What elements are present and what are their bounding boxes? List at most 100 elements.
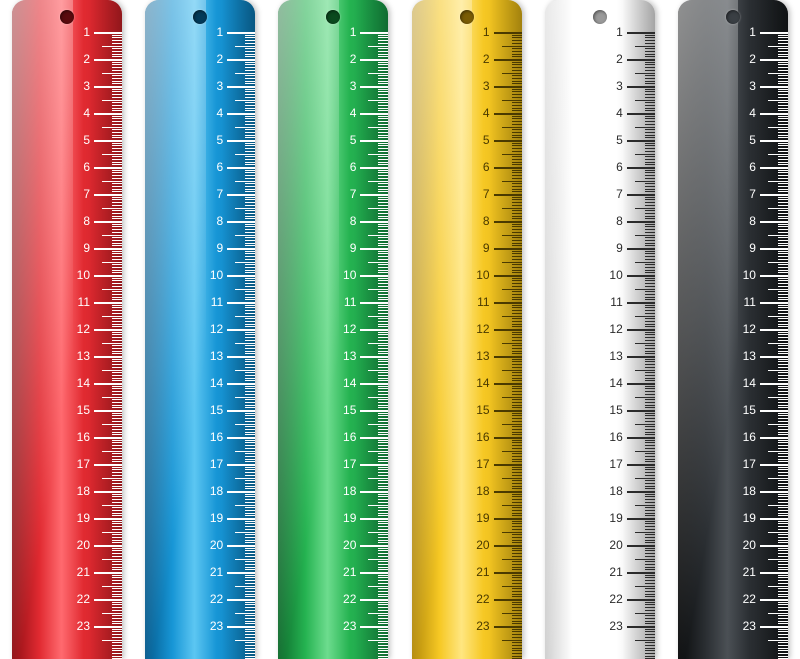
tick-minor xyxy=(378,56,388,57)
tick-minor xyxy=(245,623,255,624)
tick-minor xyxy=(112,197,122,198)
tick-minor xyxy=(112,367,122,368)
tick-minor xyxy=(512,577,522,578)
tick-minor xyxy=(378,62,388,63)
tick-minor xyxy=(245,280,255,281)
tick-minor xyxy=(645,496,655,497)
tick-minor xyxy=(245,367,255,368)
tick-major xyxy=(494,572,522,574)
tick-minor xyxy=(112,70,122,71)
tick-minor xyxy=(645,283,655,284)
tick-minor xyxy=(112,156,122,157)
tick-minor xyxy=(778,213,788,214)
tick-minor xyxy=(112,631,122,632)
tick-minor xyxy=(378,372,388,373)
tick-major xyxy=(760,275,788,277)
tick-minor xyxy=(778,618,788,619)
tick-minor xyxy=(112,313,122,314)
tick-major xyxy=(627,194,655,196)
tick-minor xyxy=(645,591,655,592)
tick-minor xyxy=(112,97,122,98)
tick-minor xyxy=(645,151,655,152)
tick-major xyxy=(494,356,522,358)
tick-minor xyxy=(112,116,122,117)
tick-half xyxy=(502,235,522,236)
tick-minor xyxy=(245,650,255,651)
tick-minor xyxy=(378,191,388,192)
tick-minor xyxy=(645,642,655,643)
tick-minor xyxy=(112,475,122,476)
tick-half xyxy=(635,262,655,263)
tick-minor xyxy=(112,283,122,284)
tick-minor xyxy=(778,496,788,497)
tick-minor xyxy=(512,469,522,470)
tick-minor xyxy=(778,67,788,68)
tick-minor xyxy=(245,513,255,514)
tick-minor xyxy=(512,110,522,111)
tick-minor xyxy=(245,548,255,549)
tick-minor xyxy=(778,143,788,144)
cm-label: 8 xyxy=(732,215,756,227)
tick-minor xyxy=(645,621,655,622)
tick-minor xyxy=(378,164,388,165)
tick-minor xyxy=(245,434,255,435)
tick-half xyxy=(235,127,255,128)
tick-minor xyxy=(378,442,388,443)
tick-minor xyxy=(512,548,522,549)
tick-minor xyxy=(512,375,522,376)
tick-minor xyxy=(378,213,388,214)
tick-minor xyxy=(378,156,388,157)
tick-minor xyxy=(502,640,522,641)
tick-major xyxy=(94,194,122,196)
tick-minor xyxy=(512,299,522,300)
tick-minor xyxy=(635,640,655,641)
tick-minor xyxy=(778,272,788,273)
tick-minor xyxy=(245,480,255,481)
tick-minor xyxy=(245,191,255,192)
tick-minor xyxy=(378,286,388,287)
tick-minor xyxy=(112,89,122,90)
cm-label: 6 xyxy=(732,161,756,173)
tick-minor xyxy=(378,502,388,503)
tick-minor xyxy=(245,448,255,449)
cm-label: 6 xyxy=(332,161,356,173)
tick-minor xyxy=(378,189,388,190)
tick-minor xyxy=(112,434,122,435)
cm-label: 7 xyxy=(466,188,490,200)
tick-minor xyxy=(378,337,388,338)
tick-minor xyxy=(112,37,122,38)
tick-minor xyxy=(645,81,655,82)
tick-major xyxy=(494,32,522,34)
tick-minor xyxy=(245,178,255,179)
tick-minor xyxy=(245,402,255,403)
tick-major xyxy=(360,626,388,628)
tick-minor xyxy=(112,513,122,514)
tick-minor xyxy=(512,64,522,65)
tick-minor xyxy=(512,51,522,52)
tick-minor xyxy=(645,162,655,163)
tick-minor xyxy=(512,102,522,103)
tick-minor xyxy=(778,642,788,643)
tick-half xyxy=(768,559,788,560)
tick-minor xyxy=(245,226,255,227)
tick-minor xyxy=(245,75,255,76)
tick-minor xyxy=(245,213,255,214)
tick-minor xyxy=(512,483,522,484)
cm-label: 19 xyxy=(332,512,356,524)
tick-minor xyxy=(645,305,655,306)
cm-label: 10 xyxy=(66,269,90,281)
tick-minor xyxy=(778,307,788,308)
tick-minor xyxy=(778,340,788,341)
tick-minor xyxy=(645,631,655,632)
tick-minor xyxy=(512,496,522,497)
tick-minor xyxy=(645,472,655,473)
tick-minor xyxy=(245,534,255,535)
tick-minor xyxy=(245,642,255,643)
tick-minor xyxy=(645,313,655,314)
tick-minor xyxy=(245,494,255,495)
tick-minor xyxy=(512,596,522,597)
tick-minor xyxy=(778,243,788,244)
tick-minor xyxy=(112,561,122,562)
cm-label: 13 xyxy=(466,350,490,362)
tick-minor xyxy=(645,189,655,190)
